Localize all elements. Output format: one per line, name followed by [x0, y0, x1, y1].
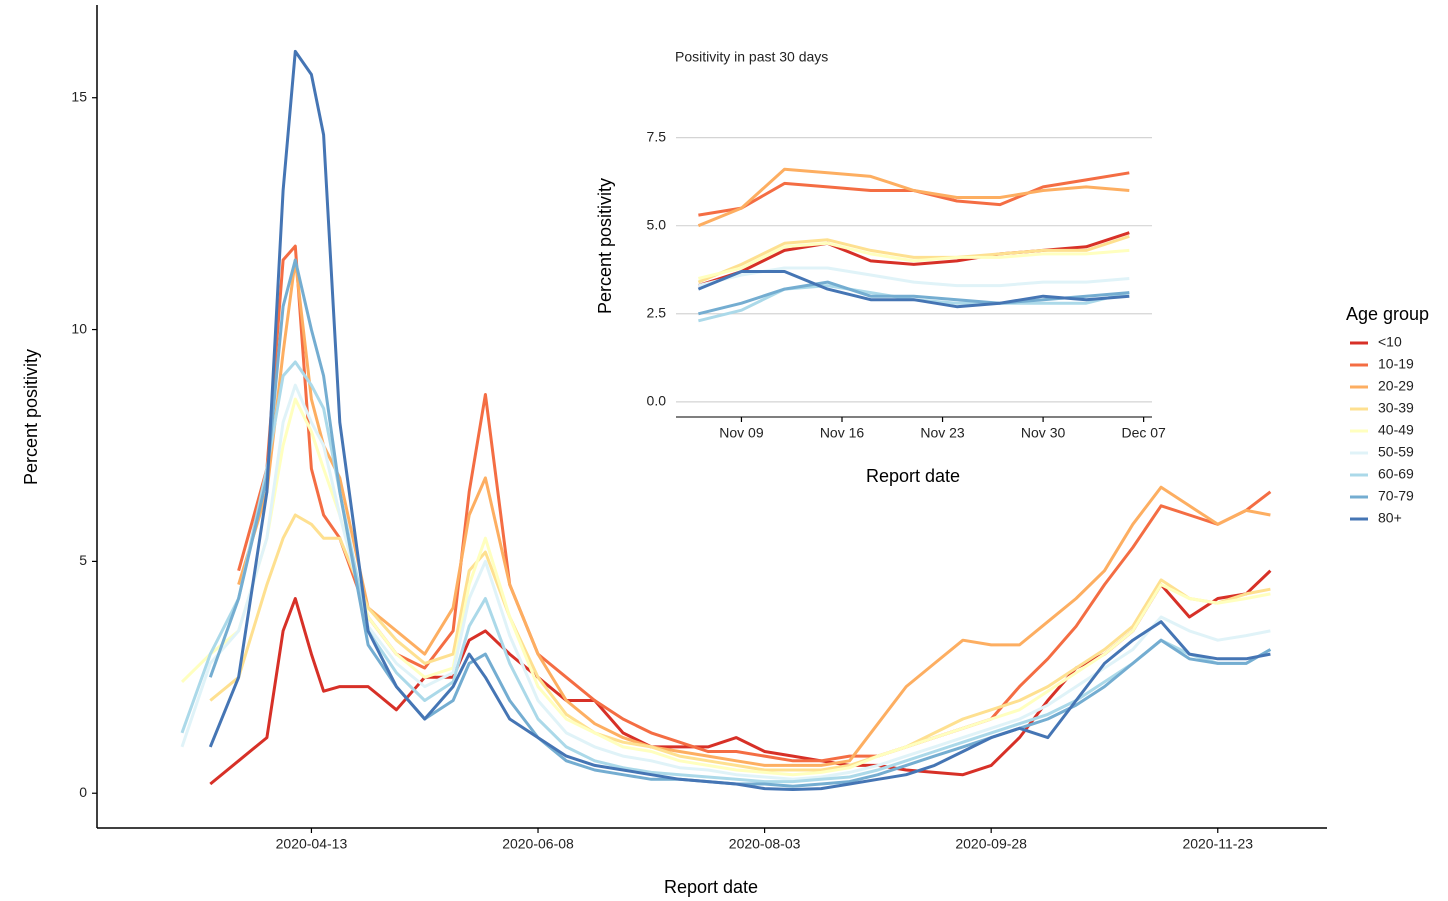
series-line — [698, 241, 1130, 280]
series-line — [697, 234, 1130, 284]
legend-label: 80+ — [1378, 510, 1402, 526]
series-line — [237, 258, 1271, 767]
series-line — [180, 383, 1271, 781]
y-axis-title: Percent positivity — [595, 178, 615, 314]
y-tick-label: 0.0 — [647, 393, 667, 409]
series-line — [697, 270, 1130, 309]
series-line — [209, 513, 1271, 772]
legend-label: 60-69 — [1378, 466, 1414, 482]
x-axis-title: Report date — [866, 466, 960, 486]
legend-label: 10-19 — [1378, 356, 1414, 372]
x-tick-label: Nov 09 — [719, 425, 764, 441]
x-tick-label: Dec 07 — [1121, 425, 1166, 441]
y-tick-label: 0 — [79, 784, 87, 800]
series-line — [697, 231, 1130, 288]
legend-label: 30-39 — [1378, 400, 1414, 416]
y-tick-label: 5.0 — [647, 216, 667, 232]
legend-title: Age group — [1346, 304, 1429, 324]
legend-label: 20-29 — [1378, 378, 1414, 394]
series-line — [697, 167, 1130, 228]
x-tick-label: Nov 16 — [820, 425, 865, 441]
series-line — [208, 258, 1272, 788]
x-tick-label: 2020-11-23 — [1182, 836, 1253, 852]
legend-label: 70-79 — [1378, 488, 1414, 504]
legend-label: 50-59 — [1378, 444, 1414, 460]
legend-label: 40-49 — [1378, 422, 1414, 438]
x-axis-title: Report date — [664, 877, 758, 897]
y-tick-label: 2.5 — [647, 304, 667, 320]
y-tick-label: 5 — [79, 552, 87, 568]
y-axis-title: Percent positivity — [21, 349, 41, 485]
series-line — [698, 284, 1130, 323]
legend-label: <10 — [1378, 334, 1402, 350]
series-line — [698, 171, 1130, 217]
x-tick-label: 2020-08-03 — [729, 836, 801, 852]
x-tick-label: 2020-09-28 — [955, 836, 1027, 852]
y-tick-label: 10 — [71, 320, 87, 336]
inset-title: Positivity in past 30 days — [675, 49, 828, 65]
x-tick-label: Nov 23 — [920, 425, 965, 441]
x-tick-label: 2020-04-13 — [276, 836, 348, 852]
y-tick-label: 15 — [71, 88, 87, 104]
x-tick-label: 2020-06-08 — [502, 836, 574, 852]
series-line — [208, 49, 1271, 791]
series-line — [180, 397, 1271, 777]
y-tick-label: 7.5 — [647, 128, 667, 144]
x-tick-label: Nov 30 — [1021, 425, 1066, 441]
